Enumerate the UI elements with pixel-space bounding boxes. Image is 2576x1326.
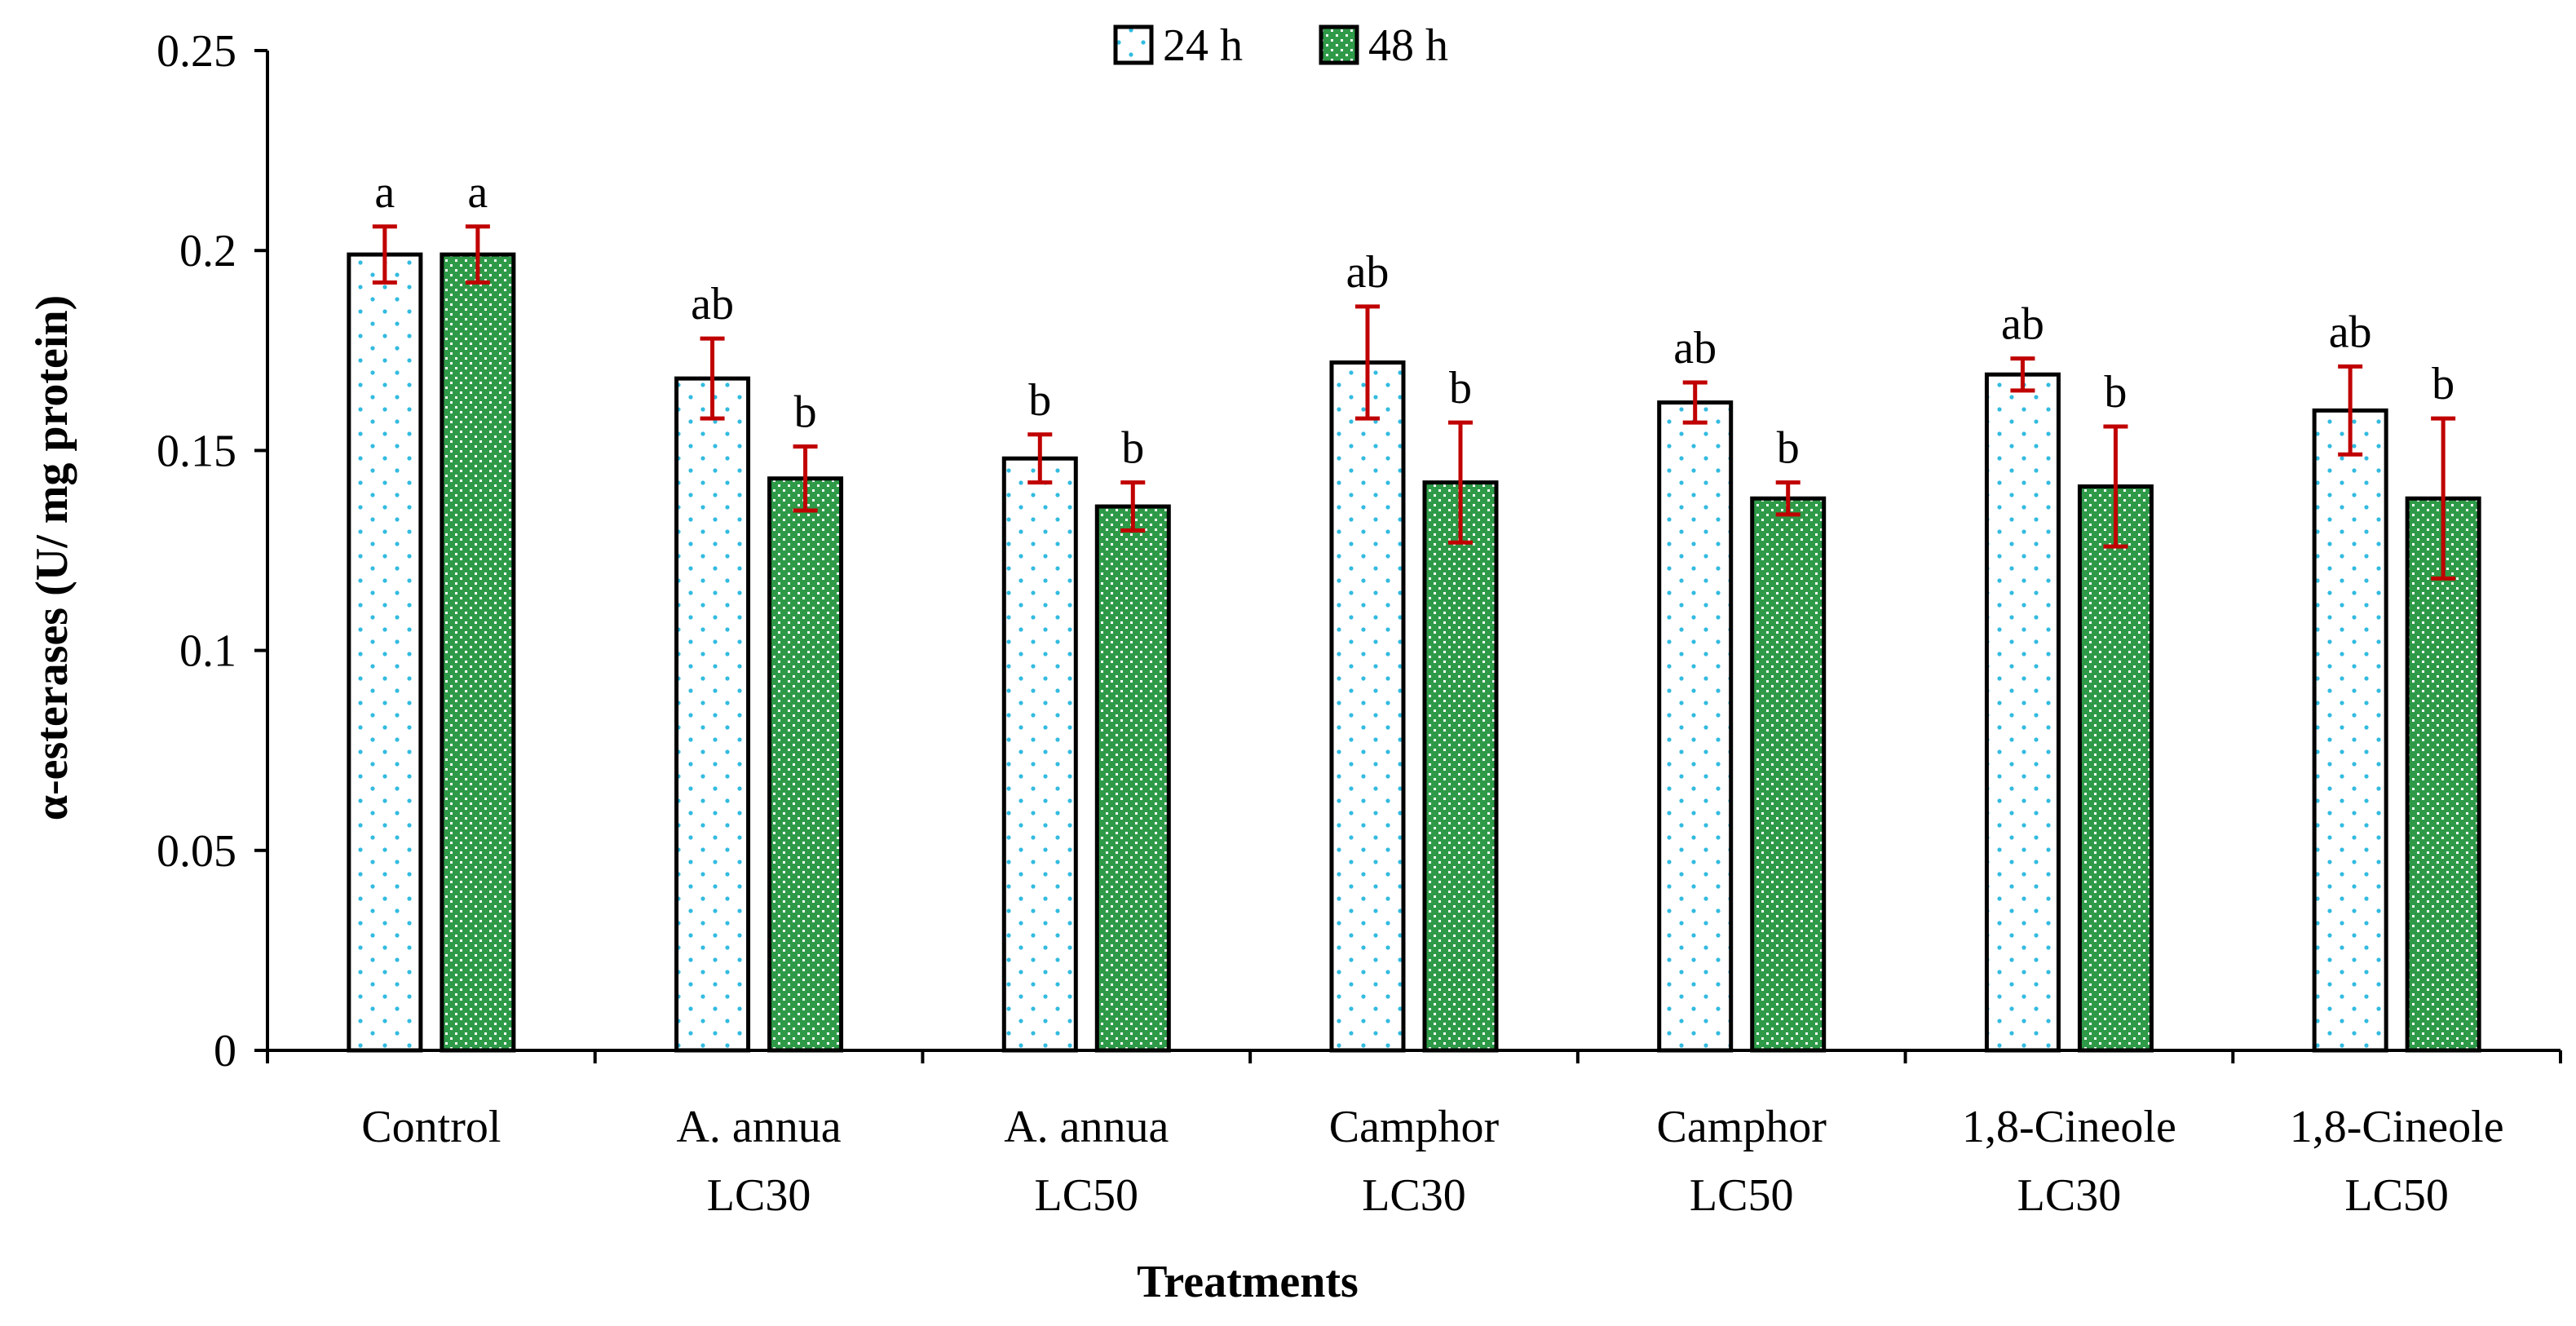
x-tick-label: LC50 — [1690, 1170, 1794, 1221]
y-tick-label: 0.05 — [157, 826, 236, 877]
significance-label: b — [2104, 367, 2127, 418]
bar-48h — [2077, 484, 2154, 1053]
significance-label: b — [1121, 423, 1144, 474]
bar-24h — [674, 376, 751, 1053]
x-tick-label: LC30 — [707, 1170, 811, 1221]
significance-label: ab — [691, 279, 734, 329]
significance-label: b — [1449, 363, 1472, 413]
bar-24h — [1001, 456, 1078, 1053]
legend-swatch-24h — [1113, 24, 1154, 65]
category-group: ab b — [2312, 307, 2481, 1053]
bar-48h — [440, 252, 516, 1053]
y-tick-label: 0.1 — [179, 626, 236, 677]
significance-label: a — [467, 167, 488, 218]
bar-24h — [1984, 372, 2061, 1053]
bar-24h — [1657, 400, 1734, 1053]
significance-label: a — [374, 167, 395, 218]
bar-48h — [1422, 480, 1499, 1053]
x-tick-label: LC50 — [1035, 1170, 1139, 1221]
legend-label-24h: 24 h — [1163, 20, 1243, 71]
x-tick-label: 1,8-Cineole — [1962, 1102, 2176, 1152]
significance-label: b — [2432, 359, 2454, 409]
category-group: ab b — [674, 279, 844, 1053]
bar-48h — [767, 476, 844, 1053]
significance-label: b — [1777, 423, 1800, 474]
y-axis-title: α-esterases (U/ mg protein) — [27, 295, 77, 821]
bar-48h — [1094, 504, 1171, 1053]
x-tick-label: LC30 — [1362, 1170, 1466, 1221]
x-tick-label: LC30 — [2017, 1170, 2122, 1221]
significance-label: ab — [2001, 299, 2044, 350]
bar-24h — [2312, 408, 2388, 1053]
legend-label-48h: 48 h — [1368, 20, 1448, 71]
y-tick-label: 0.15 — [157, 426, 236, 476]
x-tick-label: LC50 — [2344, 1170, 2449, 1221]
legend-item-24h: 24 h — [1113, 20, 1243, 71]
bar-24h — [347, 252, 423, 1053]
significance-label: ab — [2329, 307, 2372, 357]
x-tick-label: 1,8-Cineole — [2290, 1102, 2504, 1152]
x-tick-label: Control — [361, 1102, 501, 1152]
x-axis-title: Treatments — [1137, 1257, 1359, 1307]
bar-48h — [2405, 496, 2481, 1053]
category-group: ab b — [1329, 247, 1499, 1053]
significance-label: ab — [1673, 323, 1717, 373]
x-tick-label: Camphor — [1329, 1102, 1500, 1152]
x-tick-label: Camphor — [1657, 1102, 1827, 1152]
x-tick-label: A. annua — [1004, 1102, 1169, 1152]
y-tick-label: 0.25 — [157, 26, 236, 77]
legend-item-48h: 48 h — [1319, 20, 1448, 71]
bar-48h — [1750, 496, 1827, 1053]
y-tick-label: 0.2 — [179, 226, 236, 276]
y-tick-label: 0 — [214, 1026, 236, 1076]
legend: 24 h 48 h — [1113, 20, 1448, 71]
category-group: ab b — [1657, 323, 1827, 1053]
category-group: bb — [1001, 375, 1171, 1053]
bar-24h — [1329, 360, 1406, 1053]
x-tick-label: A. annua — [676, 1102, 841, 1152]
significance-label: ab — [1346, 247, 1390, 298]
category-group: ab b — [1984, 299, 2154, 1053]
significance-label: b — [1028, 375, 1051, 426]
significance-label: b — [794, 387, 817, 437]
legend-swatch-48h — [1319, 24, 1359, 65]
